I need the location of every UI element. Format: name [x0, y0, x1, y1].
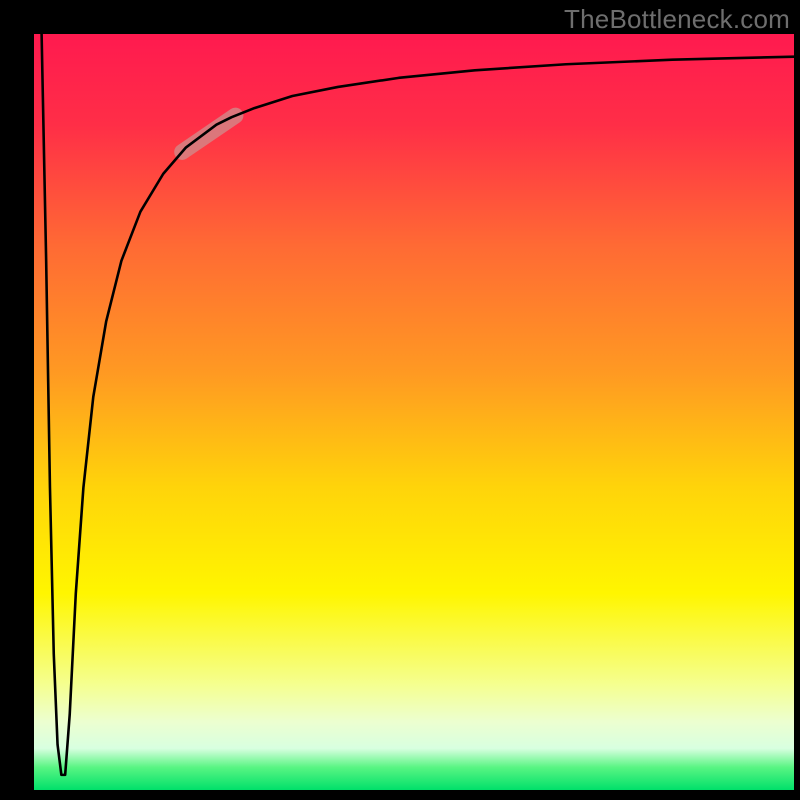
gradient-background: [34, 34, 794, 790]
plot-area: [34, 34, 794, 790]
watermark-text: TheBottleneck.com: [564, 4, 790, 35]
chart-frame: TheBottleneck.com: [0, 0, 800, 800]
plot-svg: [34, 34, 794, 790]
